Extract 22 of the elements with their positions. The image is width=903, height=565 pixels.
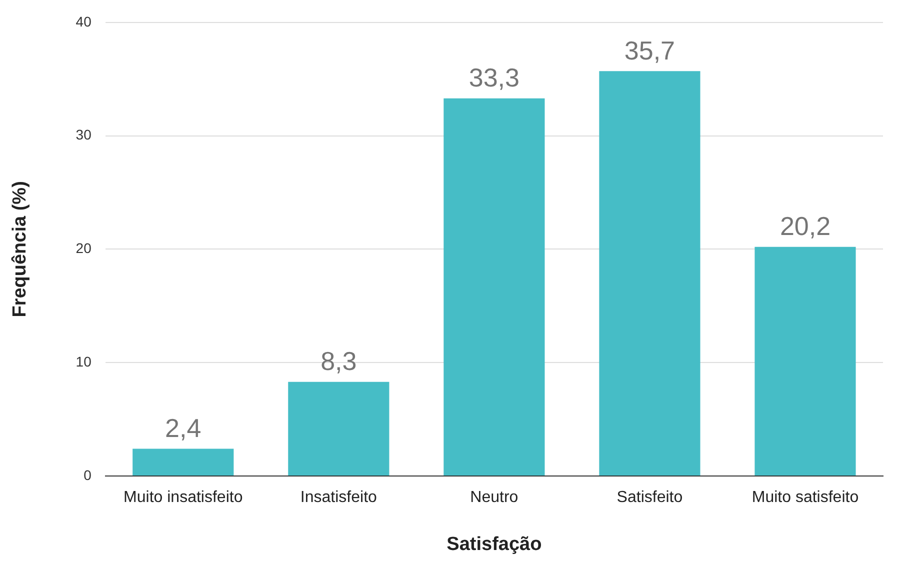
x-tick-label: Muito insatisfeito: [124, 489, 243, 506]
x-tick-label: Neutro: [470, 489, 518, 506]
x-tick-label: Satisfeito: [616, 489, 683, 506]
data-label: 35,7: [624, 35, 676, 66]
x-tick-label: Insatisfeito: [300, 489, 378, 506]
y-tick-label: 10: [76, 353, 92, 370]
y-tick-label: 20: [76, 240, 92, 256]
bar: [132, 448, 234, 476]
bar: [599, 71, 700, 476]
y-tick-label: 0: [84, 466, 92, 483]
x-tick-label: Muito satisfeito: [752, 489, 859, 506]
bar: [754, 246, 856, 476]
bar: [444, 98, 545, 476]
data-label: 8,3: [320, 346, 357, 376]
y-tick-label: 30: [76, 126, 92, 143]
data-label: 2,4: [165, 412, 202, 443]
data-label: 33,3: [468, 62, 520, 93]
bar: [288, 382, 390, 476]
x-axis-title: Satisfação: [446, 534, 542, 555]
y-axis-title: Frequência (%): [10, 181, 31, 318]
y-tick-label: 40: [76, 13, 92, 30]
data-label: 20,2: [780, 211, 831, 242]
